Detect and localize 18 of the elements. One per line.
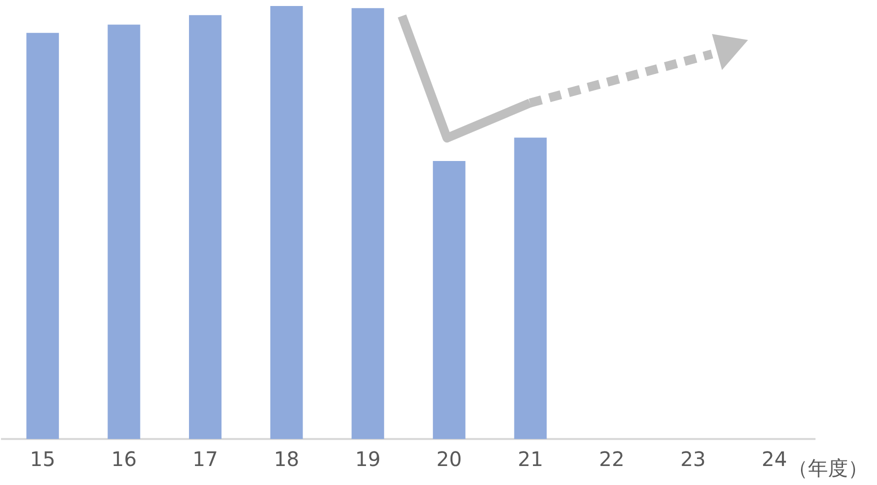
bar	[26, 32, 59, 439]
x-tick-label: 20	[436, 447, 462, 472]
bar	[188, 15, 222, 439]
bar	[514, 138, 547, 439]
x-tick-label: 24	[762, 447, 788, 472]
x-tick-label: 23	[680, 447, 706, 472]
x-tick-label: 21	[518, 447, 544, 472]
bar	[352, 8, 384, 439]
x-axis-title: （年度）	[788, 456, 868, 480]
x-tick-label: 15	[30, 447, 56, 472]
x-tick-label: 19	[355, 447, 381, 472]
bar	[432, 161, 466, 439]
bar	[270, 6, 303, 439]
x-tick-label: 18	[274, 447, 300, 472]
x-tick-label: 22	[599, 447, 624, 472]
x-tick-label: 16	[111, 447, 137, 472]
x-tick-label: 17	[192, 447, 218, 472]
bar	[108, 24, 140, 439]
